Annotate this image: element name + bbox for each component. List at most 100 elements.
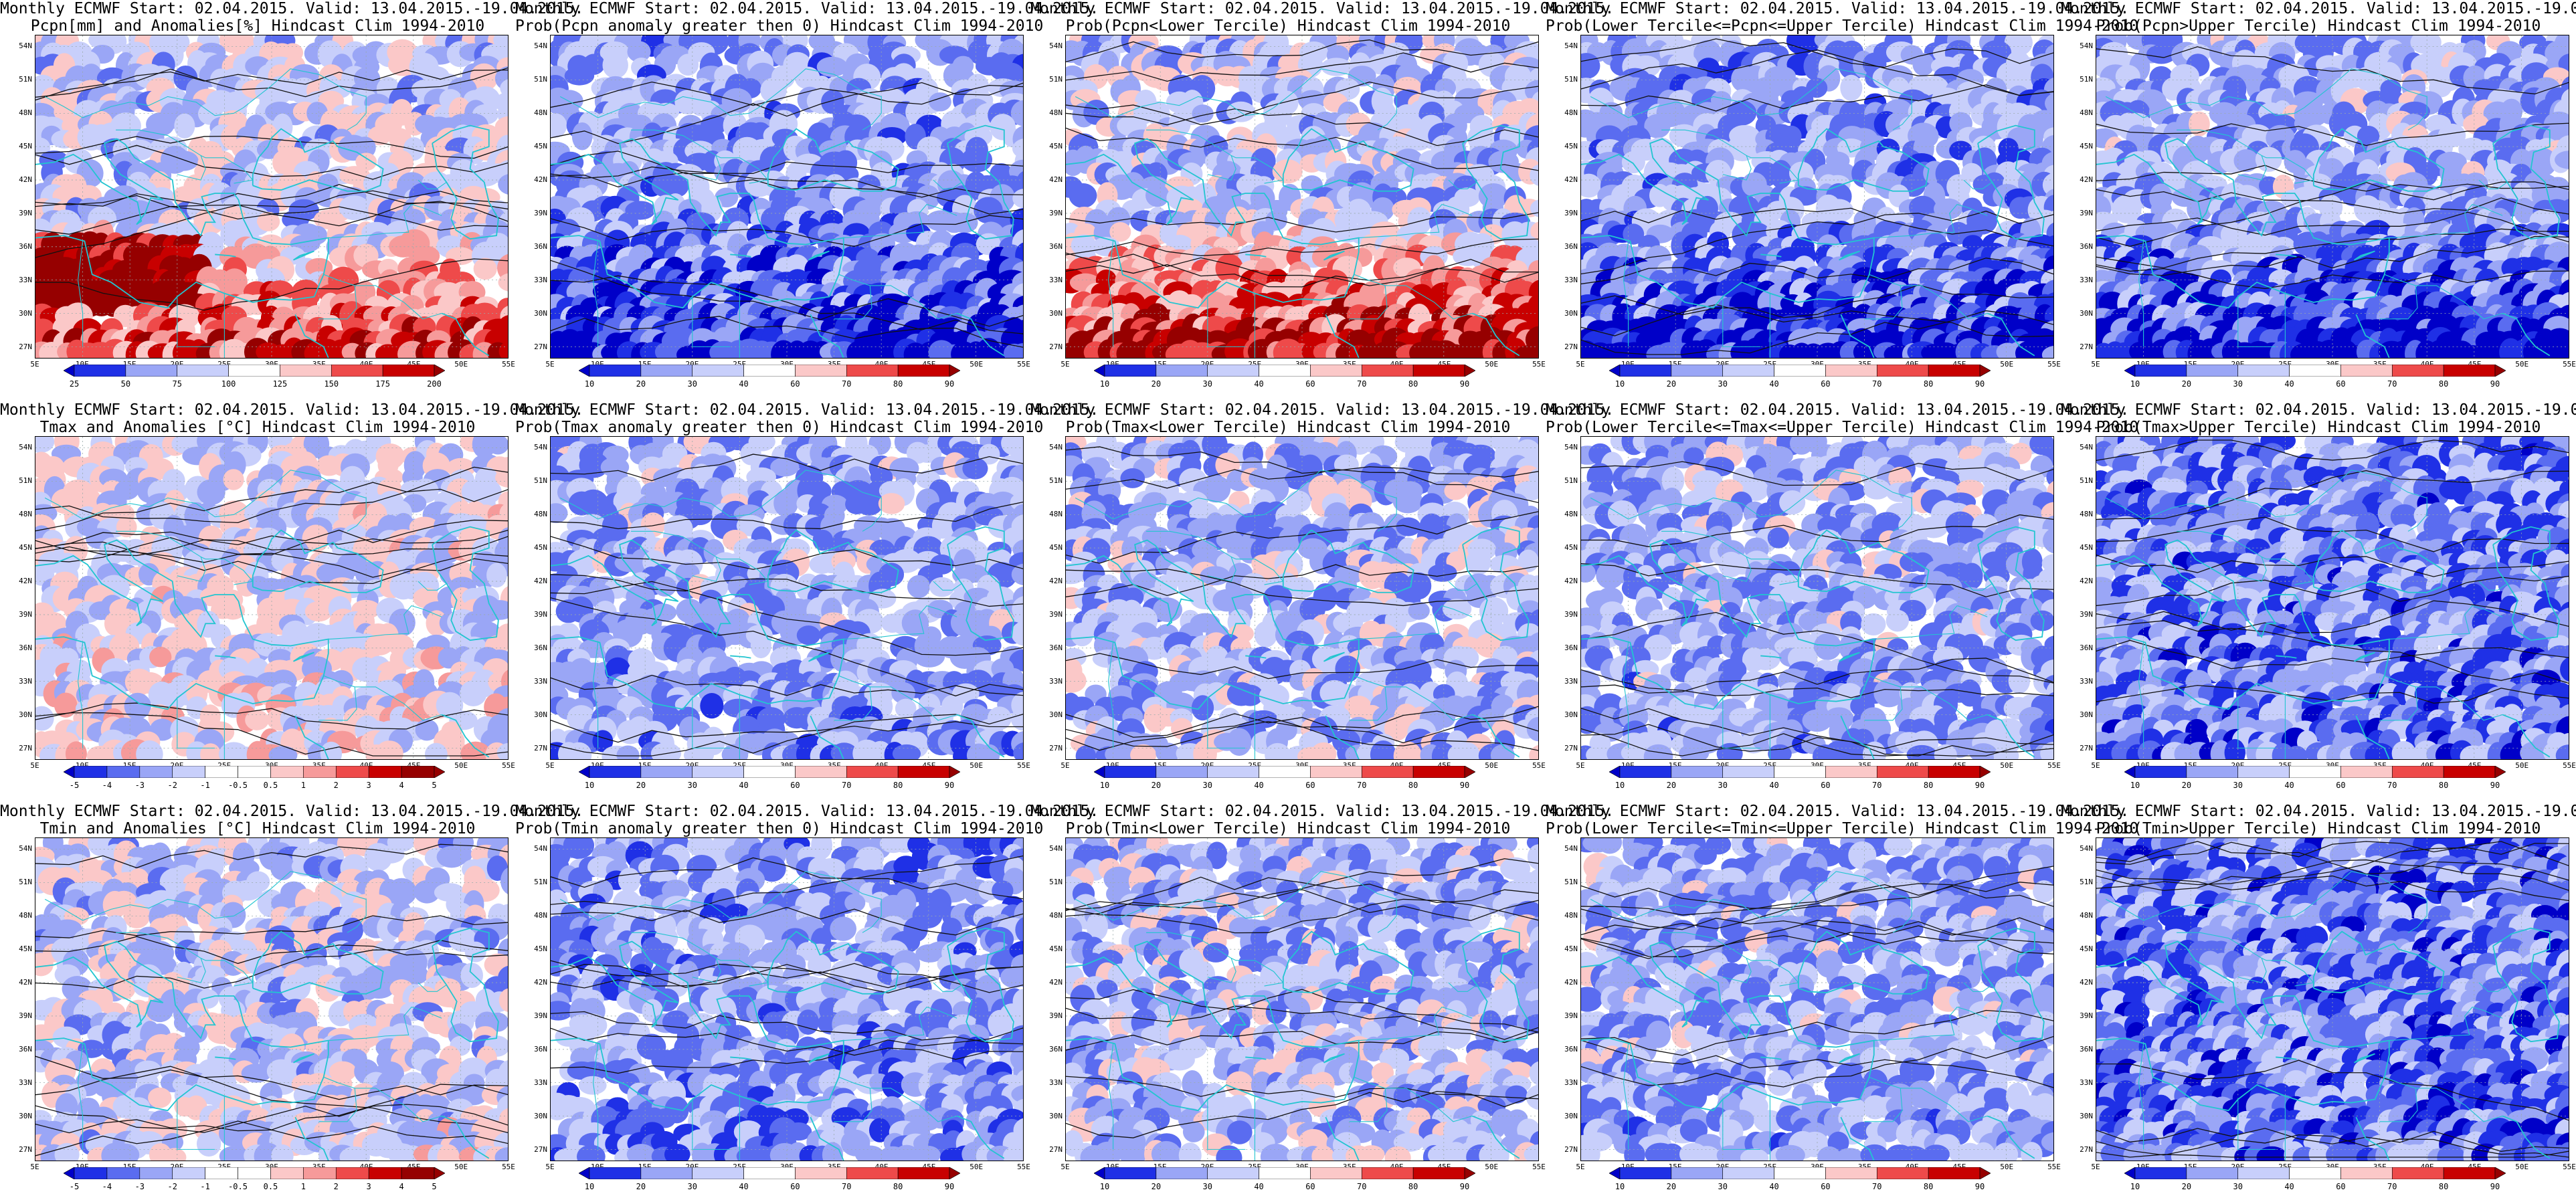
contour-line	[1581, 211, 2053, 275]
colorbar-swatch	[2237, 365, 2290, 377]
coastline	[441, 312, 490, 357]
country-border	[243, 68, 367, 130]
lat-tick-label: 45N	[19, 141, 32, 150]
lon-tick-label: 50E	[454, 761, 468, 770]
shade-cell	[116, 516, 137, 538]
colorbar-swatch	[331, 365, 383, 377]
map-frame	[1065, 35, 1539, 359]
lat-tick-label: 39N	[19, 610, 32, 619]
lat-tick-label: 36N	[1049, 242, 1063, 252]
colorbar-label: 20	[636, 379, 646, 389]
colorbar-swatch	[1979, 365, 1991, 377]
colorbar	[2124, 365, 2506, 377]
colorbar-swatch	[2340, 365, 2393, 377]
colorbar-swatch	[1671, 365, 1724, 377]
contour-line	[2096, 189, 2569, 215]
shade-cell	[951, 212, 978, 233]
panel-title-line1: Monthly ECMWF Start: 02.04.2015. Valid: …	[1030, 0, 1615, 17]
shade-cell	[355, 153, 377, 171]
country-border	[2261, 155, 2314, 184]
colorbar-swatch	[1104, 365, 1157, 377]
shade-cell	[302, 524, 330, 553]
colorbar-swatch	[846, 365, 899, 377]
map-frame	[35, 35, 509, 359]
contour-line	[1581, 284, 2053, 318]
lat-tick-label: 48N	[2080, 108, 2093, 117]
country-border	[328, 204, 442, 239]
contour-line	[1581, 207, 2053, 247]
map-plot	[1581, 35, 2053, 358]
colorbar-swatch	[2443, 365, 2496, 377]
coastline	[956, 312, 1005, 357]
colorbar-label: 10	[1099, 379, 1110, 389]
coastlines	[1581, 68, 2045, 358]
lat-tick-label: 54N	[534, 41, 547, 50]
map-frame	[550, 35, 1024, 359]
colorbar-swatch	[1774, 365, 1826, 377]
colorbar-swatch	[640, 365, 693, 377]
colorbar-swatch	[2289, 365, 2341, 377]
colorbar-swatch	[897, 365, 950, 377]
colorbar-label: 150	[324, 379, 339, 389]
lat-tick-label: 54N	[2080, 41, 2093, 50]
lat-tick-label: 36N	[19, 242, 32, 252]
coastline	[252, 128, 384, 192]
country-border	[2304, 68, 2427, 130]
panel-pcpn-anom: Monthly ECMWF Start: 02.04.2015. Valid: …	[0, 0, 583, 401]
shade-cell	[1780, 125, 1802, 147]
panel-title-line2: Prob(Lower Tercile<=Pcpn<=Upper Tercile)…	[1546, 17, 2139, 35]
country-border	[1722, 296, 1761, 347]
map-plot	[551, 35, 1023, 358]
country-border	[592, 241, 599, 347]
shade-cell	[245, 710, 269, 730]
panel-title-line2: Tmax and Anomalies [°C] Hindcast Clim 19…	[39, 419, 476, 436]
colorbar-swatch	[1722, 365, 1774, 377]
colorbar-swatch	[589, 365, 642, 377]
shade-cell	[1226, 101, 1256, 122]
shade-cell	[498, 273, 508, 292]
colorbar-label: 50	[120, 379, 131, 389]
lat-tick-label: 51N	[19, 476, 32, 485]
lat-tick-label: 51N	[2080, 74, 2093, 84]
shade-cell	[197, 479, 225, 506]
lat-tick-label: 39N	[1049, 209, 1063, 218]
shade-cell	[2558, 339, 2569, 358]
panel-title-line1: Monthly ECMWF Start: 02.04.2015. Valid: …	[515, 0, 1099, 17]
colorbar-swatch	[1825, 365, 1877, 377]
colorbar-label: 70	[842, 379, 852, 389]
coastline	[1839, 250, 1860, 261]
lat-tick-label: 51N	[1049, 74, 1063, 84]
coastline	[2312, 128, 2445, 192]
shade-cell	[220, 601, 246, 620]
country-border	[1273, 68, 1397, 130]
panel-pcpn-lower: Monthly ECMWF Start: 02.04.2015. Valid: …	[1030, 0, 1615, 401]
colorbar-swatch	[2186, 365, 2239, 377]
colorbar-swatch	[1619, 365, 1672, 377]
lat-tick-label: 39N	[19, 209, 32, 218]
shade-cell	[1192, 104, 1214, 123]
country-border	[1448, 179, 1477, 189]
colorbar-label: 60	[1305, 379, 1315, 389]
country-border	[1623, 241, 1629, 347]
contour-line	[1066, 212, 1538, 233]
lon-tick-label: 55E	[1532, 360, 1546, 369]
contour-lines	[1066, 39, 1538, 288]
shade-cell	[2112, 195, 2142, 223]
colorbar-label: 30	[1202, 379, 1212, 389]
shade-cell	[2004, 35, 2033, 56]
shade-cell	[35, 706, 54, 731]
shade-cell	[473, 258, 497, 280]
lat-tick-label: 36N	[2080, 242, 2093, 252]
colorbar-label: 40	[1769, 379, 1779, 389]
panel-title-line2: Pcpn[mm] and Anomalies[%] Hindcast Clim …	[30, 17, 485, 35]
colorbar-swatch	[2134, 365, 2187, 377]
lon-tick-label: 50E	[2515, 360, 2529, 369]
colorbar-label: 20	[1151, 379, 1162, 389]
lat-tick-label: 27N	[1049, 342, 1063, 352]
lat-tick-label: 48N	[19, 108, 32, 117]
colorbar-label: 40	[739, 379, 749, 389]
colorbar-swatch	[382, 365, 435, 377]
colorbar-swatch	[1259, 365, 1311, 377]
lon-tick-label: 5E	[1061, 360, 1070, 369]
colorbar-label: 100	[221, 379, 236, 389]
